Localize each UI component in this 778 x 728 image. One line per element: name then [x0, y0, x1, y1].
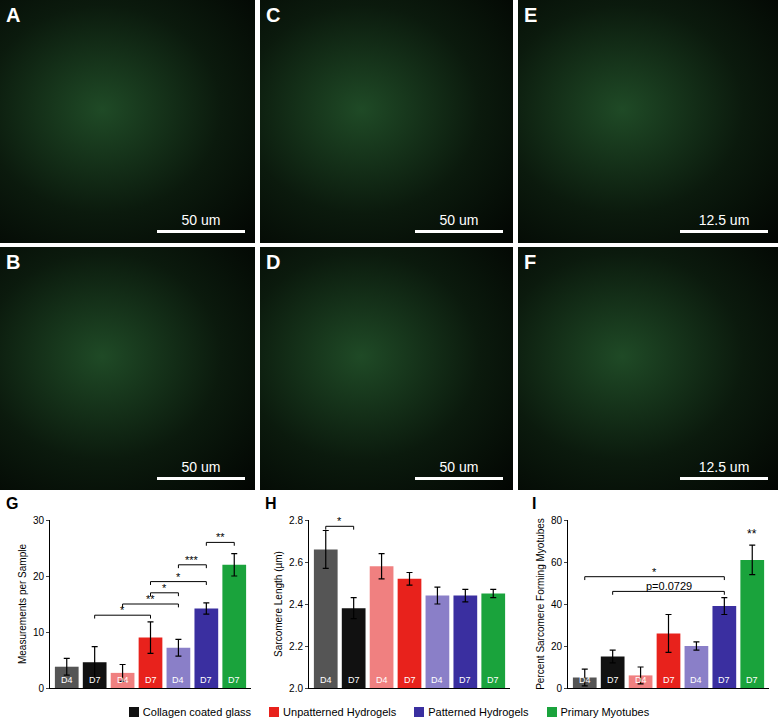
svg-text:G: G: [6, 495, 18, 512]
html-text:Unpatterned Hydrogels: Unpatterned Hydrogels: [283, 706, 397, 718]
svg-text:30: 30: [33, 515, 45, 526]
svg-text:I: I: [532, 495, 536, 512]
svg-text:0: 0: [38, 683, 44, 694]
svg-text:80: 80: [551, 515, 563, 526]
svg-text:D4: D4: [61, 675, 73, 685]
html-text:12.5 um: 12.5 um: [698, 459, 750, 475]
svg-text:D4: D4: [172, 675, 184, 685]
svg-text:Percent Sarcomere Forming Myot: Percent Sarcomere Forming Myotubes: [535, 518, 546, 690]
svg-text:**: **: [747, 527, 757, 541]
svg-text:*: *: [162, 582, 167, 594]
svg-text:D7: D7: [200, 675, 212, 685]
svg-text:D7: D7: [459, 675, 471, 685]
svg-text:D7: D7: [607, 675, 619, 685]
svg-text:D7: D7: [145, 675, 157, 685]
svg-text:Measurements per Sample: Measurements per Sample: [17, 544, 28, 664]
svg-text:**: **: [216, 531, 225, 543]
svg-text:20: 20: [33, 571, 45, 582]
svg-text:D7: D7: [746, 675, 758, 685]
svg-text:D7: D7: [487, 675, 499, 685]
svg-text:*: *: [176, 571, 181, 583]
svg-text:D7: D7: [663, 675, 675, 685]
svg-text:*: *: [652, 566, 657, 578]
html-text:B: B: [6, 251, 21, 273]
svg-text:2.0: 2.0: [289, 683, 303, 694]
svg-text:D7: D7: [348, 675, 360, 685]
svg-text:D7: D7: [228, 675, 240, 685]
svg-text:D4: D4: [117, 675, 129, 685]
svg-text:40: 40: [551, 599, 563, 610]
svg-text:2.8: 2.8: [289, 515, 303, 526]
svg-text:*: *: [337, 515, 342, 527]
html-text:Collagen coated glass: Collagen coated glass: [142, 706, 252, 718]
svg-text:2.4: 2.4: [289, 599, 303, 610]
svg-text:**: **: [146, 593, 155, 605]
svg-text:0: 0: [556, 683, 562, 694]
svg-text:D4: D4: [635, 675, 647, 685]
svg-text:D4: D4: [376, 675, 388, 685]
svg-text:*: *: [120, 604, 125, 616]
svg-text:***: ***: [185, 554, 199, 566]
html-text:50 um: 50 um: [181, 459, 221, 475]
svg-text:D4: D4: [431, 675, 443, 685]
html-text:D: D: [266, 251, 281, 273]
html-text:50 um: 50 um: [439, 459, 479, 475]
svg-text:10: 10: [33, 627, 45, 638]
html-text:50 um: 50 um: [181, 212, 221, 228]
html-text:C: C: [266, 4, 281, 26]
svg-text:H: H: [265, 495, 277, 512]
html-text:50 um: 50 um: [439, 212, 479, 228]
html-text:A: A: [6, 4, 21, 26]
svg-text:60: 60: [551, 557, 563, 568]
svg-text:D7: D7: [718, 675, 730, 685]
svg-text:D4: D4: [690, 675, 702, 685]
svg-text:2.6: 2.6: [289, 557, 303, 568]
svg-text:2.2: 2.2: [289, 641, 303, 652]
svg-text:Sarcomere Length (µm): Sarcomere Length (µm): [273, 551, 284, 657]
html-text:12.5 um: 12.5 um: [698, 212, 750, 228]
svg-text:D4: D4: [320, 675, 332, 685]
svg-text:D4: D4: [579, 675, 591, 685]
html-text:F: F: [524, 251, 537, 273]
html-text:Primary Myotubes: Primary Myotubes: [560, 706, 650, 718]
html-text:Patterned Hydrogels: Patterned Hydrogels: [428, 706, 529, 718]
svg-text:D7: D7: [404, 675, 416, 685]
svg-text:D7: D7: [89, 675, 101, 685]
html-text:E: E: [524, 4, 538, 26]
svg-text:20: 20: [551, 641, 563, 652]
svg-text:p=0.0729: p=0.0729: [646, 580, 692, 592]
